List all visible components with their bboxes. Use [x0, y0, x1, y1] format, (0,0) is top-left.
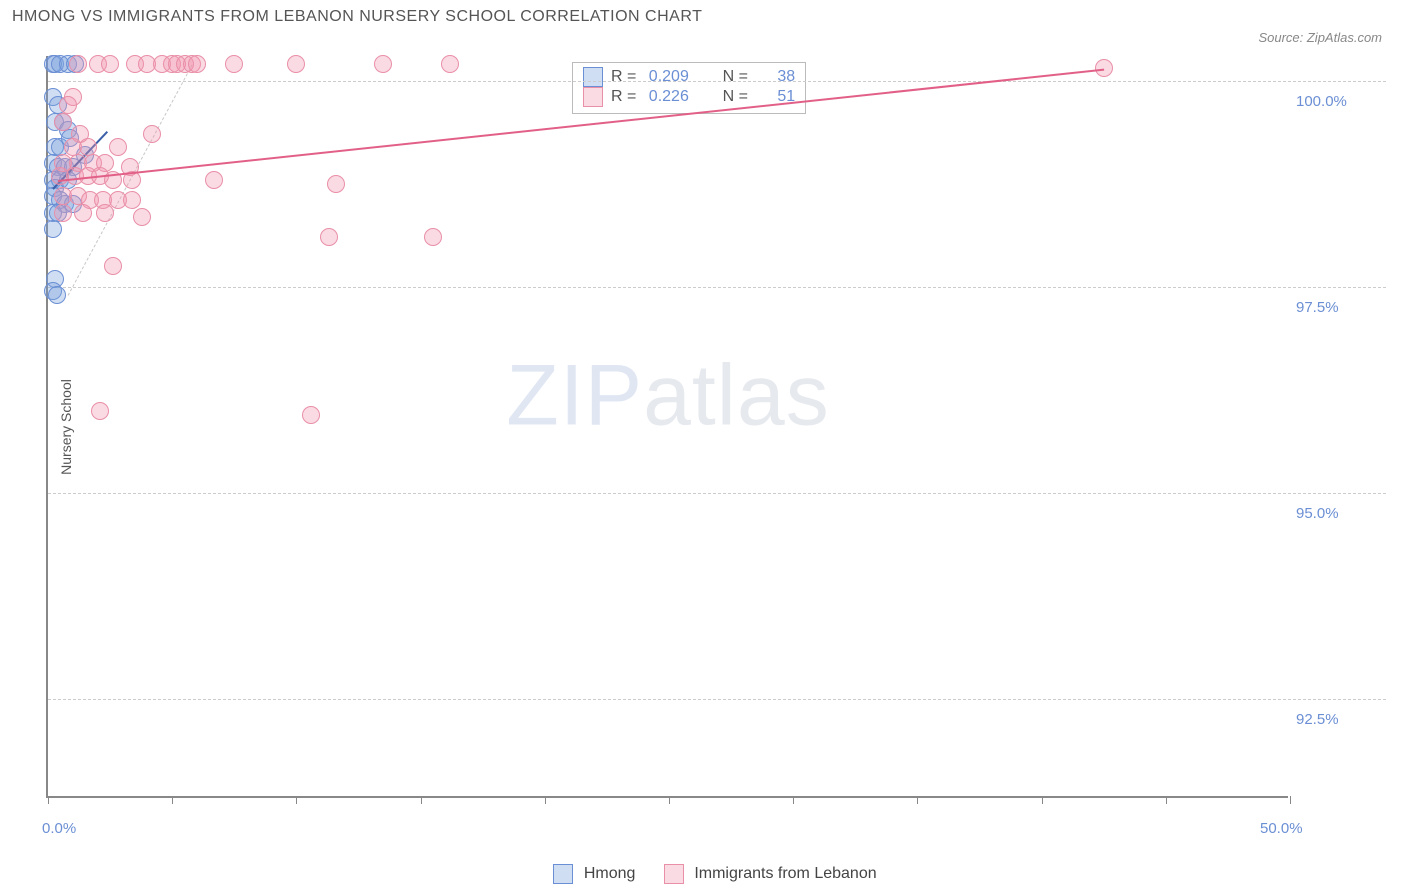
r-value-lebanon: 0.226	[649, 88, 689, 106]
chart-title: HMONG VS IMMIGRANTS FROM LEBANON NURSERY…	[12, 8, 1394, 26]
r-prefix: R =	[611, 68, 641, 86]
data-point-lebanon	[123, 191, 141, 209]
gridline-h	[48, 81, 1386, 82]
watermark-bold: ZIP	[506, 348, 643, 444]
source-attribution: Source: ZipAtlas.com	[1258, 30, 1382, 45]
data-point-lebanon	[54, 204, 72, 222]
data-point-lebanon	[441, 55, 459, 73]
watermark-light: atlas	[643, 348, 830, 444]
plot-area: ZIPatlas R = 0.209 N = 38 R = 0.226 N = …	[46, 56, 1288, 798]
data-point-lebanon	[320, 228, 338, 246]
n-value-hmong: 38	[777, 68, 795, 86]
n-prefix: N =	[723, 68, 753, 86]
swatch-lebanon-bottom	[664, 864, 684, 884]
x-tick	[545, 796, 546, 804]
x-tick	[172, 796, 173, 804]
legend-label-lebanon: Immigrants from Lebanon	[694, 865, 876, 882]
x-tick	[48, 796, 49, 804]
data-point-hmong	[44, 220, 62, 238]
swatch-hmong	[583, 67, 603, 87]
swatch-hmong-bottom	[553, 864, 573, 884]
data-point-lebanon	[133, 208, 151, 226]
data-point-hmong	[48, 286, 66, 304]
data-point-lebanon	[287, 55, 305, 73]
x-tick	[421, 796, 422, 804]
x-tick	[296, 796, 297, 804]
gridline-h	[48, 493, 1386, 494]
data-point-lebanon	[374, 55, 392, 73]
data-point-lebanon	[188, 55, 206, 73]
r-value-hmong: 0.209	[649, 68, 689, 86]
y-tick-label: 92.5%	[1296, 711, 1339, 728]
data-point-lebanon	[327, 175, 345, 193]
swatch-lebanon	[583, 87, 603, 107]
data-point-lebanon	[302, 406, 320, 424]
data-point-lebanon	[104, 257, 122, 275]
x-tick	[1166, 796, 1167, 804]
data-point-lebanon	[101, 55, 119, 73]
y-tick-label: 97.5%	[1296, 299, 1339, 316]
x-tick	[917, 796, 918, 804]
watermark: ZIPatlas	[506, 347, 829, 446]
x-tick-label: 50.0%	[1260, 820, 1303, 837]
n-prefix: N =	[723, 88, 753, 106]
x-tick	[1042, 796, 1043, 804]
x-tick-label: 0.0%	[42, 820, 76, 837]
data-point-lebanon	[69, 55, 87, 73]
data-point-lebanon	[91, 402, 109, 420]
r-prefix: R =	[611, 88, 641, 106]
data-point-lebanon	[59, 96, 77, 114]
data-point-lebanon	[109, 138, 127, 156]
data-point-lebanon	[79, 138, 97, 156]
data-point-lebanon	[54, 113, 72, 131]
legend-bottom: Hmong Immigrants from Lebanon	[0, 864, 1406, 884]
gridline-h	[48, 699, 1386, 700]
chart-container: Nursery School ZIPatlas R = 0.209 N = 38…	[46, 56, 1384, 798]
gridline-h	[48, 287, 1386, 288]
data-point-lebanon	[143, 125, 161, 143]
x-tick	[793, 796, 794, 804]
data-point-lebanon	[424, 228, 442, 246]
data-point-lebanon	[225, 55, 243, 73]
legend-label-hmong: Hmong	[584, 865, 636, 882]
x-tick	[1290, 796, 1291, 804]
legend-correlation-box: R = 0.209 N = 38 R = 0.226 N = 51	[572, 62, 806, 114]
legend-row-hmong: R = 0.209 N = 38	[583, 67, 795, 87]
y-tick-label: 100.0%	[1296, 93, 1347, 110]
data-point-lebanon	[96, 204, 114, 222]
data-point-lebanon	[205, 171, 223, 189]
x-tick	[669, 796, 670, 804]
y-tick-label: 95.0%	[1296, 505, 1339, 522]
data-point-lebanon	[74, 204, 92, 222]
